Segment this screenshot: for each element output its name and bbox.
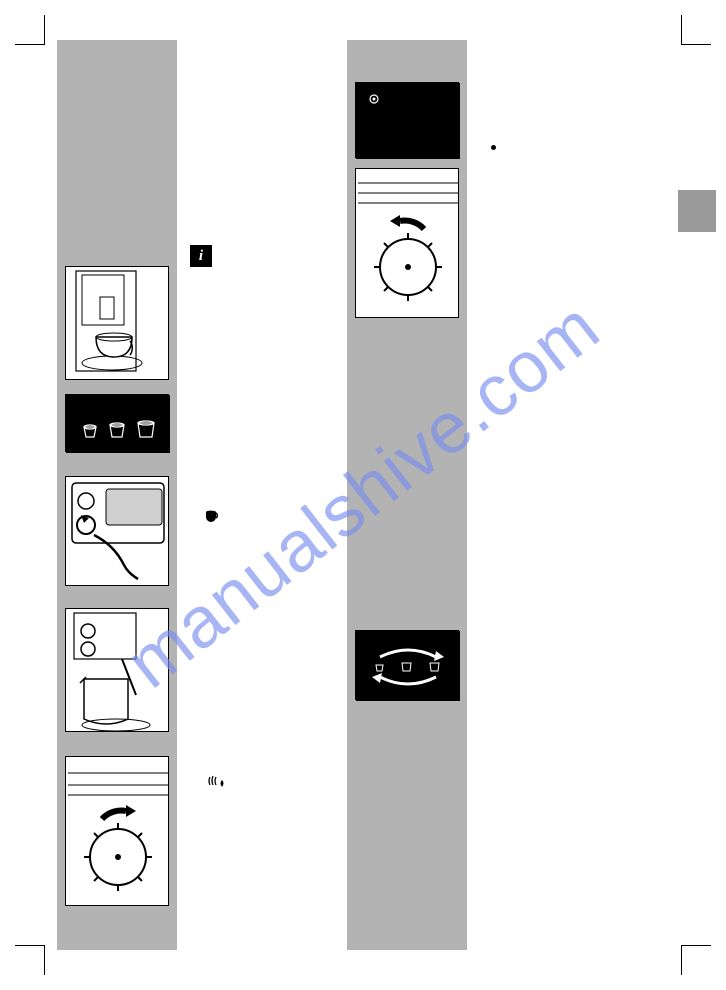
manual-page: i manualshive.com [55,35,670,955]
display-cycle-icons-figure [355,630,459,700]
crop-mark-tr [681,15,711,45]
list-bullet [491,145,496,150]
crop-mark-bl [15,945,45,975]
press-button-figure [65,476,169,586]
machine-with-cup-figure [65,266,169,380]
espresso-cup-icon [205,510,219,520]
info-icon: i [190,245,212,267]
crop-mark-tl [15,15,45,45]
dial-ccw-figure [355,168,459,318]
steam-wand-pitcher-figure [65,608,169,732]
steam-hotwater-icon [205,775,223,789]
crop-mark-br [681,945,711,975]
dial-cw-figure [65,756,169,906]
edge-tab [678,190,716,232]
display-indicator-figure [355,82,459,158]
left-image-column [57,40,177,950]
display-cup-sizes-figure [65,394,169,452]
right-image-column [347,40,467,950]
info-glyph: i [199,248,203,264]
